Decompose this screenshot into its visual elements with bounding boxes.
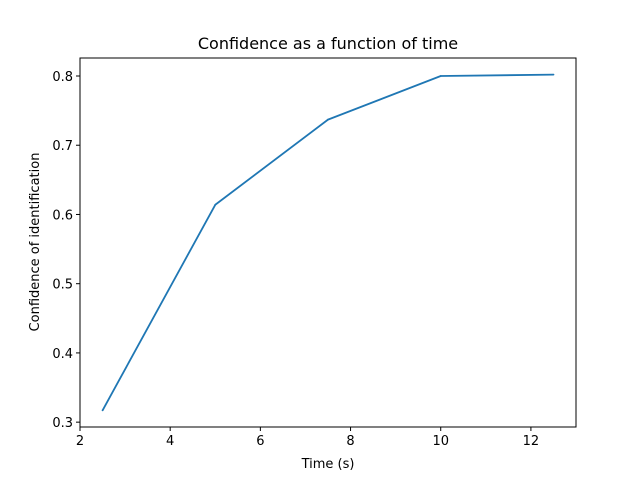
x-tick-label: 10 — [432, 434, 449, 449]
y-tick-label: 0.7 — [52, 139, 73, 154]
x-axis-label: Time (s) — [301, 457, 355, 472]
data-point — [327, 118, 329, 121]
x-tick-label: 6 — [256, 434, 264, 449]
y-tick-label: 0.3 — [52, 416, 73, 431]
data-point — [439, 75, 442, 77]
series-layer — [101, 73, 555, 412]
x-tick-label: 8 — [346, 434, 354, 449]
x-tick-label: 2 — [76, 434, 84, 449]
y-axis-ticks: 0.3 0.4 0.5 0.6 0.7 0.8 — [52, 70, 80, 431]
x-axis-ticks: 2 4 6 8 10 12 — [76, 427, 539, 449]
data-point — [552, 73, 555, 76]
plot-area — [79, 57, 577, 428]
x-tick-label: 12 — [523, 434, 540, 449]
data-point — [214, 203, 217, 206]
data-point — [101, 409, 104, 412]
y-tick-label: 0.5 — [52, 278, 73, 293]
y-axis-label: Confidence of identification — [28, 153, 43, 332]
series-line — [101, 73, 554, 411]
chart-title: Confidence as a function of time — [198, 34, 458, 53]
y-tick-label: 0.6 — [52, 208, 73, 223]
x-tick-label: 4 — [166, 434, 174, 449]
y-tick-label: 0.8 — [52, 70, 73, 85]
plot-border — [79, 57, 577, 428]
y-tick-label: 0.4 — [52, 347, 73, 362]
